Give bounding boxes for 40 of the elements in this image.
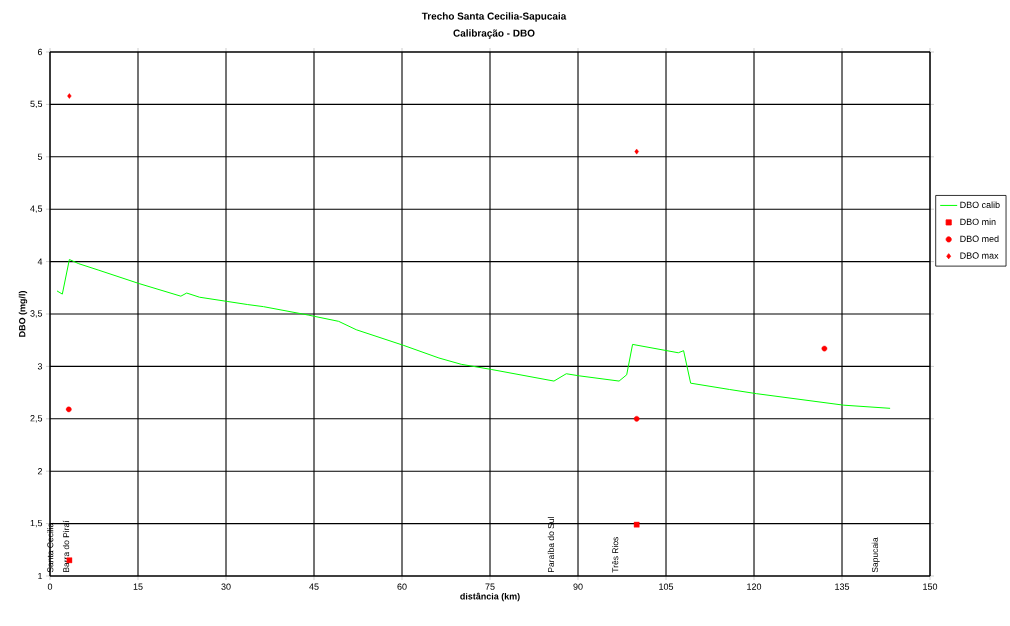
x-tick-label: 30 xyxy=(221,583,231,590)
x-tick-label: 75 xyxy=(485,583,495,590)
y-tick-label: 1,5 xyxy=(30,519,43,528)
x-tick-label: 0 xyxy=(47,583,53,590)
y-tick-label: 2,5 xyxy=(30,415,43,423)
y-axis-title: DBO (mg/l) xyxy=(18,291,28,337)
x-tick-label: 45 xyxy=(309,583,319,590)
point xyxy=(67,93,72,99)
x-axis-title: distância (km) xyxy=(460,592,520,602)
x-tick-label: 60 xyxy=(397,583,407,590)
line-series xyxy=(56,259,891,409)
point xyxy=(65,406,72,413)
legend-label: DBO med xyxy=(960,235,999,242)
y-tick-label: 4,5 xyxy=(30,205,43,213)
y-tick-label: 5 xyxy=(37,153,43,160)
legend-label: DBO max xyxy=(960,252,999,259)
point xyxy=(821,345,828,352)
annotation: Três Rios xyxy=(612,537,619,573)
x-tick-label: 150 xyxy=(923,583,938,590)
point xyxy=(633,521,640,528)
chart-title: Trecho Santa Cecilia-Sapucaia xyxy=(421,12,567,22)
y-tick-label: 2 xyxy=(37,468,43,475)
y-tick-label: 6 xyxy=(37,48,43,56)
x-tick-label: 15 xyxy=(133,583,143,590)
point xyxy=(633,416,640,422)
annotation: Sapucaia xyxy=(871,537,880,573)
legend-label: DBO calib xyxy=(960,201,1000,209)
x-tick-label: 90 xyxy=(573,583,583,590)
x-tick-label: 135 xyxy=(835,583,850,590)
y-tick-label: 4 xyxy=(37,258,43,265)
legend-label: DBO min xyxy=(960,218,996,226)
x-tick-label: 105 xyxy=(659,583,674,590)
annotation: Paraíba do Sul xyxy=(547,517,555,572)
y-tick-label: 3 xyxy=(37,363,43,370)
y-tick-label: 1 xyxy=(38,572,43,580)
y-tick-label: 5,5 xyxy=(30,100,43,109)
point xyxy=(634,148,639,155)
x-tick-label: 120 xyxy=(747,583,762,590)
chart-subtitle: Calibração - DBO xyxy=(453,29,535,39)
y-tick-label: 3,5 xyxy=(30,310,43,318)
